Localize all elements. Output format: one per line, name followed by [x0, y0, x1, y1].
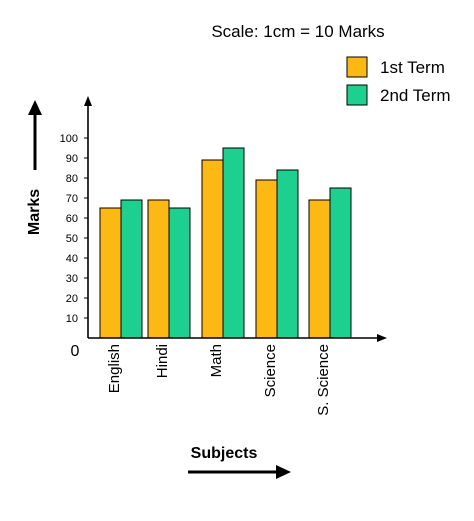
y-ticks: 10 20 30 40 50 60 70 80 90 100 [60, 133, 88, 325]
x-tick-label: English [106, 344, 123, 393]
y-axis-title-arrow-head [28, 100, 42, 115]
y-tick-label: 30 [66, 273, 78, 285]
bar-english-term-1 [99, 207, 122, 339]
legend-label: 2nd Term [380, 86, 451, 105]
y-axis-title-group: Marks [26, 100, 43, 235]
y-tick-label: 50 [66, 233, 78, 245]
x-axis-arrow [377, 334, 387, 342]
y-tick-label: 60 [66, 213, 78, 225]
x-tick-label: Science [262, 344, 279, 397]
legend: 1st Term 2nd Term [346, 56, 451, 106]
y-tick-label: 70 [66, 193, 78, 205]
y-axis-arrow [84, 96, 92, 106]
scale-note: Scale: 1cm = 10 Marks [211, 22, 384, 41]
x-tick-labels: English Hindi Math Science S. Science [106, 344, 332, 416]
bar-math-term-2 [222, 147, 245, 339]
x-axis-title-arrow-head [276, 465, 291, 479]
bar-math-term-1 [201, 159, 224, 339]
origin-label: 0 [71, 343, 80, 360]
bar-science-term-1 [255, 179, 278, 339]
y-tick-label: 100 [60, 133, 78, 145]
x-tick-label: Hindi [154, 344, 171, 378]
bar-s-science-term-1 [308, 199, 331, 339]
x-axis-title: Subjects [191, 445, 258, 462]
bar-hindi-term-2 [168, 207, 191, 339]
bar-hindi-term-1 [147, 199, 170, 339]
x-tick-label: Math [208, 344, 225, 377]
bars [99, 147, 352, 339]
y-axis-title: Marks [26, 189, 43, 235]
legend-swatch [346, 84, 368, 106]
x-tick-label: S. Science [315, 344, 332, 416]
bar-s-science-term-2 [329, 187, 352, 339]
legend-swatch [346, 56, 368, 78]
y-tick-label: 40 [66, 253, 78, 265]
bar-science-term-2 [276, 169, 299, 339]
y-tick-label: 10 [66, 313, 78, 325]
legend-label: 1st Term [380, 58, 445, 77]
bar-english-term-2 [120, 199, 143, 339]
y-tick-label: 80 [66, 173, 78, 185]
y-tick-label: 90 [66, 153, 78, 165]
y-tick-label: 20 [66, 293, 78, 305]
